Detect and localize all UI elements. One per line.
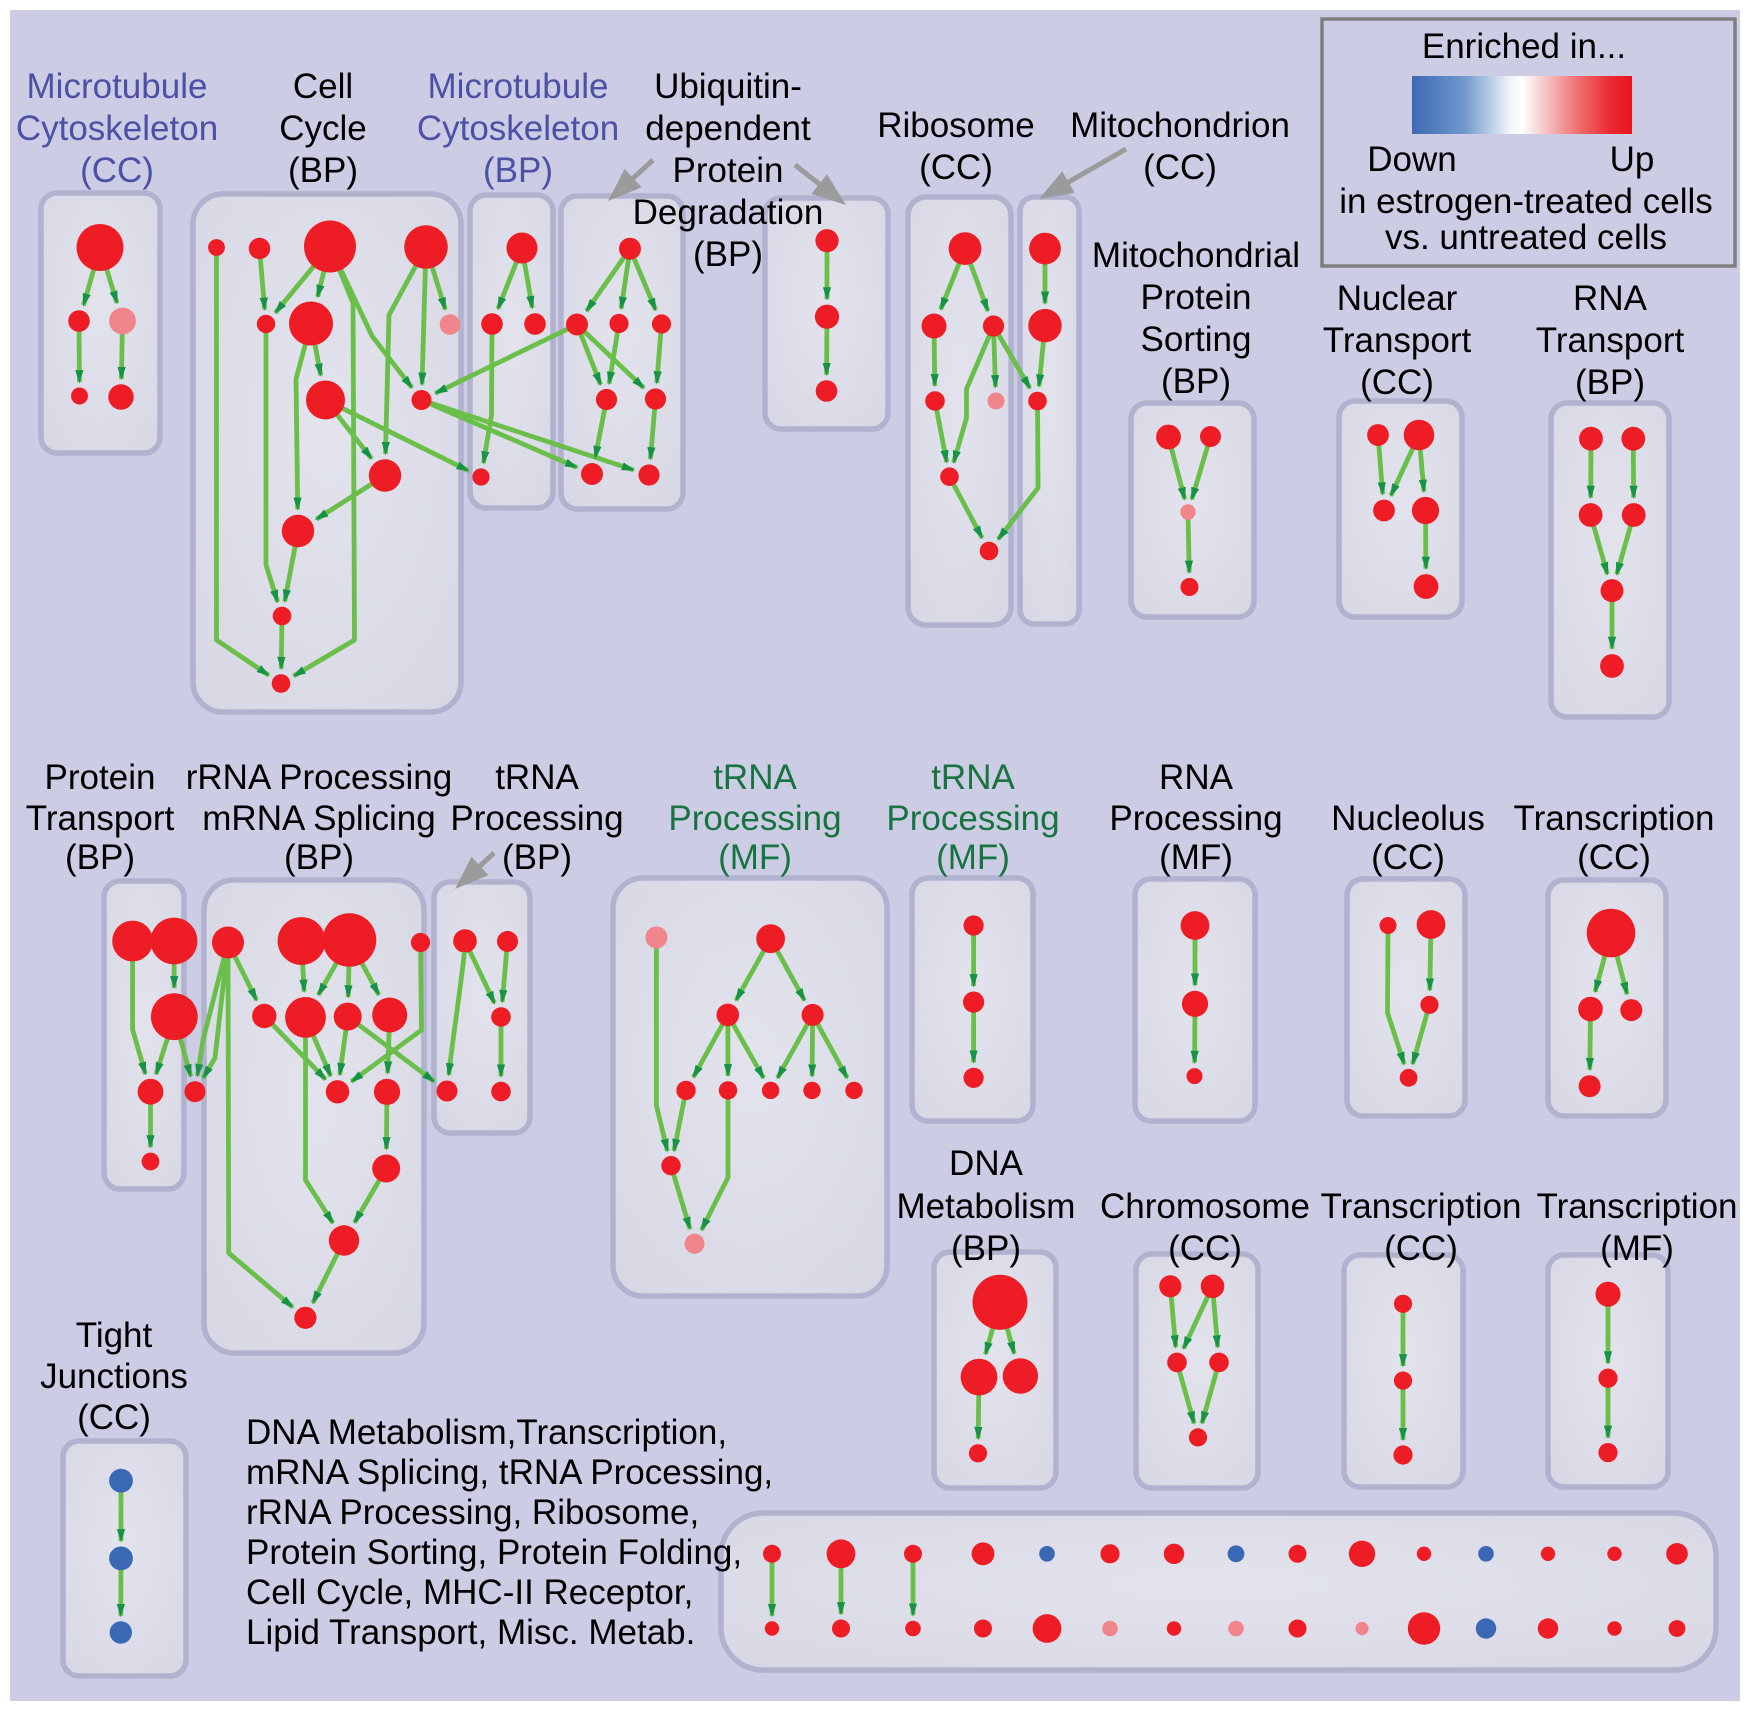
svg-text:(CC): (CC) [1384, 1229, 1458, 1268]
svg-text:Processing: Processing [1109, 799, 1282, 838]
svg-text:Processing: Processing [450, 799, 623, 838]
svg-text:rRNA Processing, Ribosome,: rRNA Processing, Ribosome, [246, 1493, 699, 1532]
svg-text:Down: Down [1367, 140, 1456, 179]
svg-text:(BP): (BP) [288, 151, 358, 190]
svg-text:(BP): (BP) [1161, 362, 1231, 401]
svg-text:Transcription: Transcription [1537, 1187, 1738, 1226]
svg-text:Mitochondrial: Mitochondrial [1092, 236, 1300, 275]
svg-text:(BP): (BP) [65, 838, 135, 877]
svg-text:RNA: RNA [1159, 758, 1234, 797]
svg-text:Transport: Transport [1536, 321, 1685, 360]
svg-text:Nucleolus: Nucleolus [1331, 799, 1485, 838]
svg-text:Sorting: Sorting [1141, 320, 1252, 359]
svg-text:RNA: RNA [1573, 279, 1648, 318]
svg-text:Cell: Cell [293, 67, 353, 106]
svg-text:(CC): (CC) [919, 148, 993, 187]
svg-text:(CC): (CC) [77, 1398, 151, 1437]
svg-text:vs. untreated cells: vs. untreated cells [1385, 218, 1667, 257]
svg-text:Cytoskeleton: Cytoskeleton [16, 109, 218, 148]
svg-text:(CC): (CC) [1577, 838, 1651, 877]
svg-text:DNA: DNA [949, 1144, 1024, 1183]
svg-text:(BP): (BP) [483, 151, 553, 190]
svg-text:mRNA Splicing: mRNA Splicing [202, 799, 435, 838]
svg-text:Microtubule: Microtubule [428, 67, 609, 106]
svg-text:tRNA: tRNA [931, 758, 1015, 797]
svg-text:(CC): (CC) [1371, 838, 1445, 877]
svg-text:(CC): (CC) [80, 151, 154, 190]
svg-text:(CC): (CC) [1360, 363, 1434, 402]
svg-text:Transcription: Transcription [1321, 1187, 1522, 1226]
svg-text:rRNA Processing: rRNA Processing [186, 758, 452, 797]
svg-text:(MF): (MF) [1159, 838, 1233, 877]
svg-text:Mitochondrion: Mitochondrion [1070, 106, 1290, 145]
svg-text:(BP): (BP) [951, 1229, 1021, 1268]
svg-text:(BP): (BP) [502, 838, 572, 877]
svg-text:Metabolism: Metabolism [897, 1187, 1076, 1226]
svg-text:DNA Metabolism,Transcription,: DNA Metabolism,Transcription, [246, 1413, 727, 1452]
svg-text:Processing: Processing [668, 799, 841, 838]
svg-text:Protein: Protein [673, 151, 784, 190]
svg-text:(BP): (BP) [284, 838, 354, 877]
svg-text:Protein Sorting, Protein Foldi: Protein Sorting, Protein Folding, [246, 1533, 742, 1572]
svg-text:tRNA: tRNA [713, 758, 797, 797]
svg-text:(BP): (BP) [1575, 363, 1645, 402]
svg-text:Protein: Protein [45, 758, 156, 797]
svg-text:Cycle: Cycle [279, 109, 367, 148]
svg-text:Enriched in...: Enriched in... [1422, 27, 1626, 66]
svg-text:(BP): (BP) [693, 235, 763, 274]
svg-text:mRNA Splicing, tRNA Processing: mRNA Splicing, tRNA Processing, [246, 1453, 773, 1492]
svg-text:Transport: Transport [26, 799, 175, 838]
svg-text:Chromosome: Chromosome [1100, 1187, 1310, 1226]
svg-text:(MF): (MF) [718, 838, 792, 877]
svg-text:Transport: Transport [1323, 321, 1472, 360]
svg-text:Tight: Tight [76, 1316, 153, 1355]
svg-text:Processing: Processing [886, 799, 1059, 838]
svg-text:Junctions: Junctions [40, 1357, 188, 1396]
svg-text:Cell Cycle, MHC-II Receptor,: Cell Cycle, MHC-II Receptor, [246, 1573, 693, 1612]
svg-text:Degradation: Degradation [633, 193, 824, 232]
svg-text:Transcription: Transcription [1514, 799, 1715, 838]
svg-text:Up: Up [1610, 140, 1655, 179]
svg-text:Ribosome: Ribosome [877, 106, 1035, 145]
svg-text:tRNA: tRNA [495, 758, 579, 797]
svg-text:(MF): (MF) [1600, 1229, 1674, 1268]
svg-text:in estrogen-treated cells: in estrogen-treated cells [1339, 182, 1713, 221]
svg-text:dependent: dependent [645, 109, 811, 148]
svg-text:(CC): (CC) [1168, 1229, 1242, 1268]
svg-text:Microtubule: Microtubule [27, 67, 208, 106]
svg-text:Protein: Protein [1141, 278, 1252, 317]
svg-text:(MF): (MF) [936, 838, 1010, 877]
svg-text:Cytoskeleton: Cytoskeleton [417, 109, 619, 148]
svg-text:Ubiquitin-: Ubiquitin- [654, 67, 802, 106]
svg-text:Nuclear: Nuclear [1337, 279, 1458, 318]
svg-text:(CC): (CC) [1143, 148, 1217, 187]
svg-text:Lipid Transport, Misc. Metab.: Lipid Transport, Misc. Metab. [246, 1613, 695, 1652]
